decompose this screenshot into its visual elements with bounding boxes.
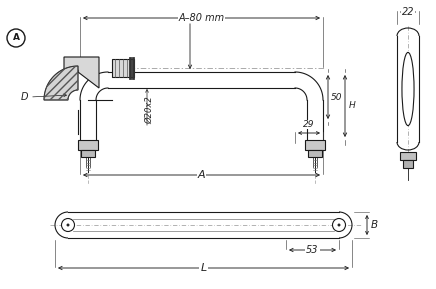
Bar xyxy=(403,160,413,168)
Text: H: H xyxy=(349,101,356,110)
Ellipse shape xyxy=(402,52,414,126)
Bar xyxy=(400,152,416,160)
Circle shape xyxy=(338,224,340,226)
Circle shape xyxy=(67,224,69,226)
Text: A–80 mm: A–80 mm xyxy=(178,13,225,23)
Circle shape xyxy=(61,218,75,231)
Text: Ø20x2: Ø20x2 xyxy=(145,96,154,124)
Circle shape xyxy=(7,29,25,47)
Polygon shape xyxy=(44,66,78,100)
Bar xyxy=(78,140,98,150)
Text: 53: 53 xyxy=(306,245,319,255)
Text: 50: 50 xyxy=(331,92,343,101)
Text: A: A xyxy=(198,170,205,180)
Circle shape xyxy=(333,218,345,231)
Text: A: A xyxy=(13,34,20,42)
Bar xyxy=(308,150,322,157)
Text: L: L xyxy=(201,263,207,273)
Polygon shape xyxy=(64,57,99,88)
Text: 22: 22 xyxy=(402,7,414,17)
Bar xyxy=(305,140,325,150)
Text: D: D xyxy=(20,92,28,102)
Bar xyxy=(112,59,134,77)
Text: B: B xyxy=(371,220,378,230)
Bar xyxy=(81,150,95,157)
Text: 29: 29 xyxy=(303,120,315,129)
